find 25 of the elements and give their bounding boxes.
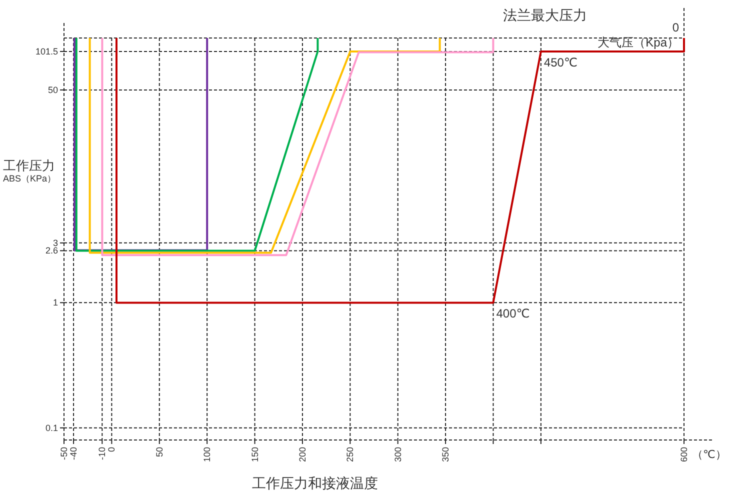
y-tick-label: 0.1 (45, 422, 58, 433)
annotation: 大气压（Kpa） (598, 35, 679, 50)
y-tick-label: 50 (48, 84, 58, 95)
annotation: 450℃ (544, 55, 578, 70)
x-tick-label: 200 (297, 447, 308, 462)
x-tick-label: 300 (392, 447, 403, 462)
x-tick-label: -10 (97, 447, 108, 460)
x-tick-label: 0 (106, 447, 117, 452)
x-axis-title: 工作压力和接液温度 (252, 475, 378, 491)
y-tick-label: 1 (52, 298, 58, 308)
x-tick-label: 50 (154, 447, 164, 458)
x-tick-label: 150 (250, 447, 260, 462)
x-tick-label: 250 (345, 447, 356, 462)
x-tick-label: -40 (68, 447, 79, 460)
y-tick-label: 2.6 (45, 246, 58, 256)
x-tick-label: 600 (679, 447, 689, 462)
x-tick-label: 100 (202, 447, 212, 462)
annotation: 0 (672, 20, 680, 34)
y-tick-label: 101.5 (35, 46, 58, 56)
chart-title: 法兰最大压力 (503, 7, 587, 23)
x-tick-label: 350 (440, 447, 451, 462)
annotation: 400℃ (496, 306, 530, 321)
y-tick-label: 3 (52, 238, 58, 248)
x-tick-label: -50 (59, 447, 69, 460)
text: （℃） (692, 449, 726, 461)
